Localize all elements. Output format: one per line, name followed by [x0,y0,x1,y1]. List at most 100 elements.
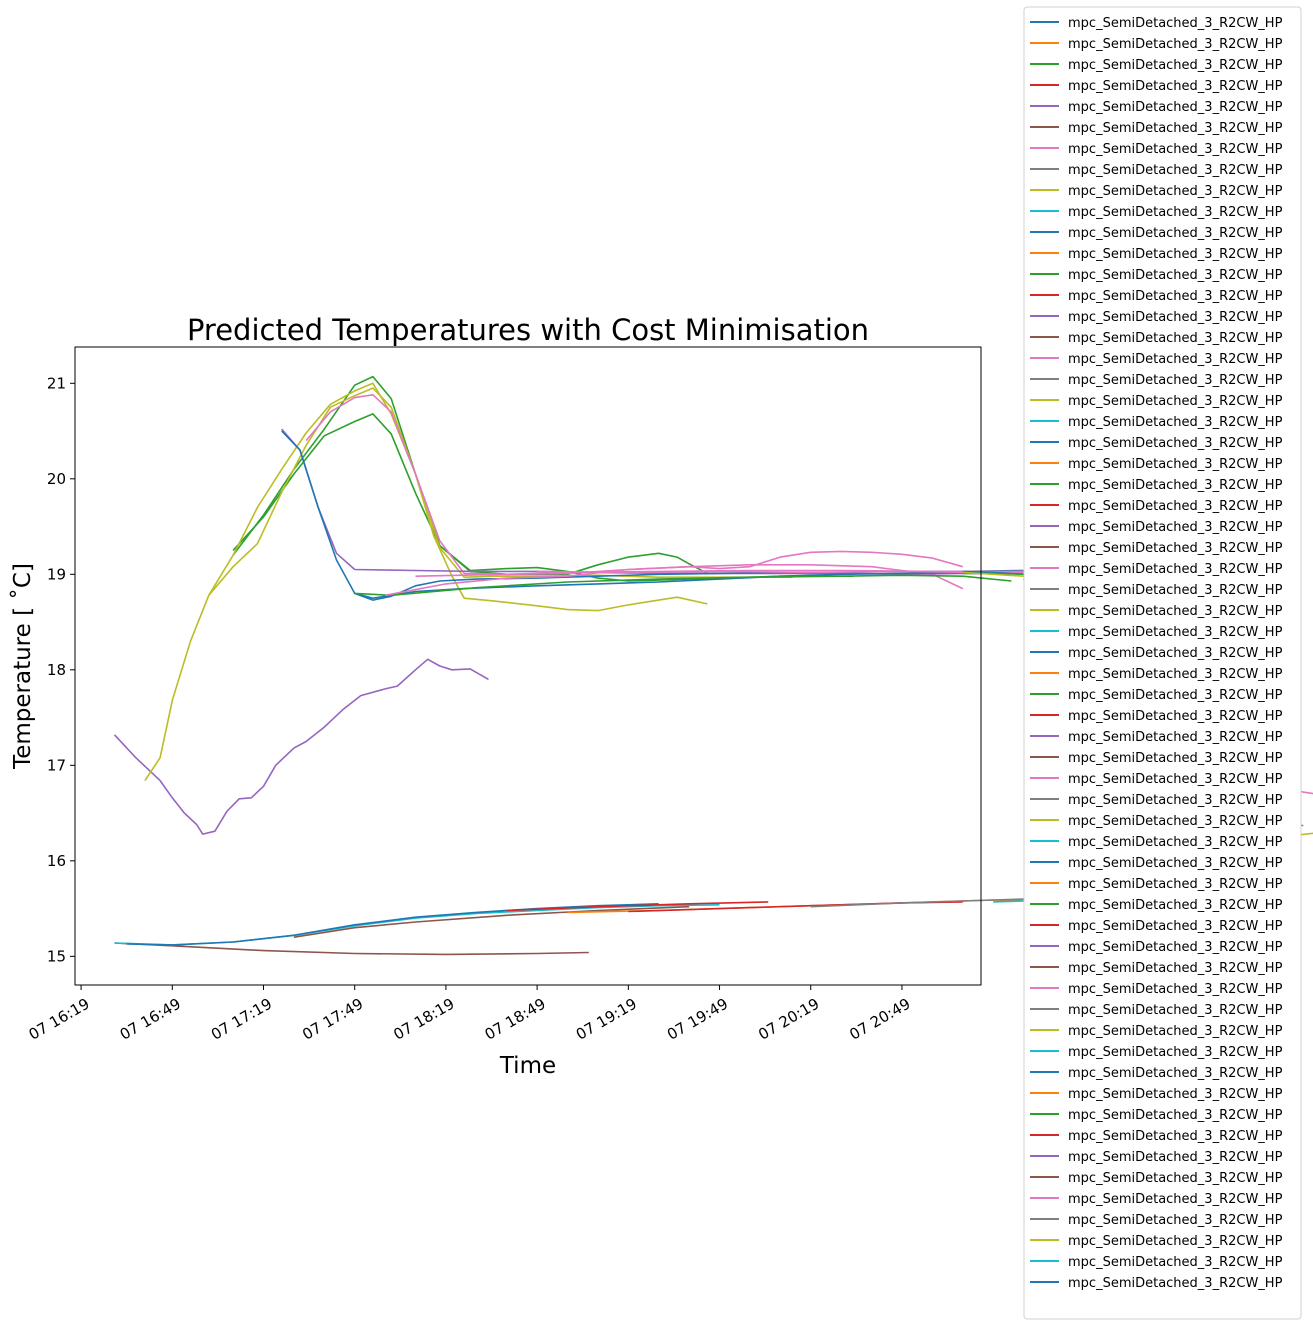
legend-label: mpc_SemiDetached_3_R2CW_HP [1068,1108,1283,1123]
legend-label: mpc_SemiDetached_3_R2CW_HP [1068,226,1283,241]
legend-label: mpc_SemiDetached_3_R2CW_HP [1068,898,1283,913]
legend-label: mpc_SemiDetached_3_R2CW_HP [1068,583,1283,598]
series-line-1 [113,658,489,835]
y-tick-label: 18 [47,661,66,679]
legend-label: mpc_SemiDetached_3_R2CW_HP [1068,919,1283,934]
series-line-15 [305,394,964,590]
legend-label: mpc_SemiDetached_3_R2CW_HP [1068,1045,1283,1060]
legend-label: mpc_SemiDetached_3_R2CW_HP [1068,268,1283,283]
legend-label: mpc_SemiDetached_3_R2CW_HP [1068,646,1283,661]
series-line-2 [114,942,589,956]
legend-label: mpc_SemiDetached_3_R2CW_HP [1068,814,1283,829]
series-line-11 [232,413,854,582]
legend-label: mpc_SemiDetached_3_R2CW_HP [1068,289,1283,304]
legend-label: mpc_SemiDetached_3_R2CW_HP [1068,604,1283,619]
legend-label: mpc_SemiDetached_3_R2CW_HP [1068,1213,1283,1228]
legend-label: mpc_SemiDetached_3_R2CW_HP [1068,793,1283,808]
legend-label: mpc_SemiDetached_3_R2CW_HP [1068,961,1283,976]
legend-label: mpc_SemiDetached_3_R2CW_HP [1068,730,1283,745]
legend-label: mpc_SemiDetached_3_R2CW_HP [1068,373,1283,388]
legend-label: mpc_SemiDetached_3_R2CW_HP [1068,667,1283,682]
x-tick-label: 07 19:49 [664,995,731,1044]
legend-label: mpc_SemiDetached_3_R2CW_HP [1068,1129,1283,1144]
legend-label: mpc_SemiDetached_3_R2CW_HP [1068,856,1283,871]
legend-label: mpc_SemiDetached_3_R2CW_HP [1068,331,1283,346]
plot-area [74,346,982,986]
x-tick-label: 07 20:49 [846,995,913,1044]
x-axis-label: Time [499,1053,556,1079]
series-line-14 [208,382,708,612]
legend-label: mpc_SemiDetached_3_R2CW_HP [1068,688,1283,703]
legend-label: mpc_SemiDetached_3_R2CW_HP [1068,100,1283,115]
y-tick-label: 21 [47,374,66,392]
legend-label: mpc_SemiDetached_3_R2CW_HP [1068,709,1283,724]
legend-label: mpc_SemiDetached_3_R2CW_HP [1068,499,1283,514]
series-line-19 [354,574,1012,597]
legend-label: mpc_SemiDetached_3_R2CW_HP [1068,142,1283,157]
legend-label: mpc_SemiDetached_3_R2CW_HP [1068,163,1283,178]
legend-label: mpc_SemiDetached_3_R2CW_HP [1068,436,1283,451]
legend-label: mpc_SemiDetached_3_R2CW_HP [1068,457,1283,472]
x-tick-label: 07 18:19 [390,995,457,1044]
legend-label: mpc_SemiDetached_3_R2CW_HP [1068,1192,1283,1207]
legend-label: mpc_SemiDetached_3_R2CW_HP [1068,835,1283,850]
legend-label: mpc_SemiDetached_3_R2CW_HP [1068,1150,1283,1165]
legend-label: mpc_SemiDetached_3_R2CW_HP [1068,982,1283,997]
legend-frame [1023,6,1302,1320]
legend-label: mpc_SemiDetached_3_R2CW_HP [1068,1087,1283,1102]
legend-label: mpc_SemiDetached_3_R2CW_HP [1068,205,1283,220]
legend-label: mpc_SemiDetached_3_R2CW_HP [1068,1024,1283,1039]
legend-label: mpc_SemiDetached_3_R2CW_HP [1068,520,1283,535]
legend-label: mpc_SemiDetached_3_R2CW_HP [1068,415,1283,430]
legend-label: mpc_SemiDetached_3_R2CW_HP [1068,1234,1283,1249]
x-tick-label: 07 20:19 [755,995,822,1044]
legend-label: mpc_SemiDetached_3_R2CW_HP [1068,1003,1283,1018]
series-line-13 [144,387,793,782]
legend-label: mpc_SemiDetached_3_R2CW_HP [1068,877,1283,892]
legend-label: mpc_SemiDetached_3_R2CW_HP [1068,247,1283,262]
legend-label: mpc_SemiDetached_3_R2CW_HP [1068,562,1283,577]
legend: mpc_SemiDetached_3_R2CW_HP mpc_SemiDetach… [1023,6,1302,1320]
y-tick-label: 20 [47,470,66,488]
legend-label: mpc_SemiDetached_3_R2CW_HP [1068,394,1283,409]
x-tick-label: 07 16:49 [117,995,184,1044]
x-tick-label: 07 17:49 [299,995,366,1044]
legend-label: mpc_SemiDetached_3_R2CW_HP [1068,184,1283,199]
x-tick-label: 07 17:19 [208,995,275,1044]
legend-label: mpc_SemiDetached_3_R2CW_HP [1068,58,1283,73]
series-line-5 [293,905,690,938]
legend-label: mpc_SemiDetached_3_R2CW_HP [1068,1171,1283,1186]
series-line-20 [384,550,964,597]
legend-label: mpc_SemiDetached_3_R2CW_HP [1068,37,1283,52]
legend-label: mpc_SemiDetached_3_R2CW_HP [1068,16,1283,31]
legend-label: mpc_SemiDetached_3_R2CW_HP [1068,751,1283,766]
x-tick-label: 07 16:19 [26,995,93,1044]
legend-label: mpc_SemiDetached_3_R2CW_HP [1068,1255,1283,1270]
series-line-21 [415,568,1055,577]
legend-label: mpc_SemiDetached_3_R2CW_HP [1068,772,1283,787]
legend-label: mpc_SemiDetached_3_R2CW_HP [1068,121,1283,136]
legend-label: mpc_SemiDetached_3_R2CW_HP [1068,1066,1283,1081]
chart-title: Predicted Temperatures with Cost Minimis… [187,313,869,347]
legend-label: mpc_SemiDetached_3_R2CW_HP [1068,940,1283,955]
y-tick-label: 19 [47,565,66,583]
y-tick-label: 15 [47,947,66,965]
x-tick-label: 07 19:19 [573,995,640,1044]
legend-label: mpc_SemiDetached_3_R2CW_HP [1068,79,1283,94]
legend-label: mpc_SemiDetached_3_R2CW_HP [1068,310,1283,325]
legend-label: mpc_SemiDetached_3_R2CW_HP [1068,625,1283,640]
series-line-12 [232,375,708,576]
series-line-6 [506,901,769,912]
y-axis-label: Temperature [ ˚C] [9,563,36,770]
x-tick-label: 07 18:49 [482,995,549,1044]
legend-label: mpc_SemiDetached_3_R2CW_HP [1068,1276,1283,1291]
legend-label: mpc_SemiDetached_3_R2CW_HP [1068,478,1283,493]
series-line-16 [281,428,1024,576]
series-line-4 [126,903,659,946]
legend-label: mpc_SemiDetached_3_R2CW_HP [1068,352,1283,367]
y-tick-label: 17 [47,756,66,774]
x-axis: 07 16:19 07 16:49 07 17:19 07 17:49 07 18:19… [26,985,914,1044]
y-tick-label: 16 [47,852,66,870]
y-axis: 15 16 17 18 19 20 21 [47,374,75,965]
